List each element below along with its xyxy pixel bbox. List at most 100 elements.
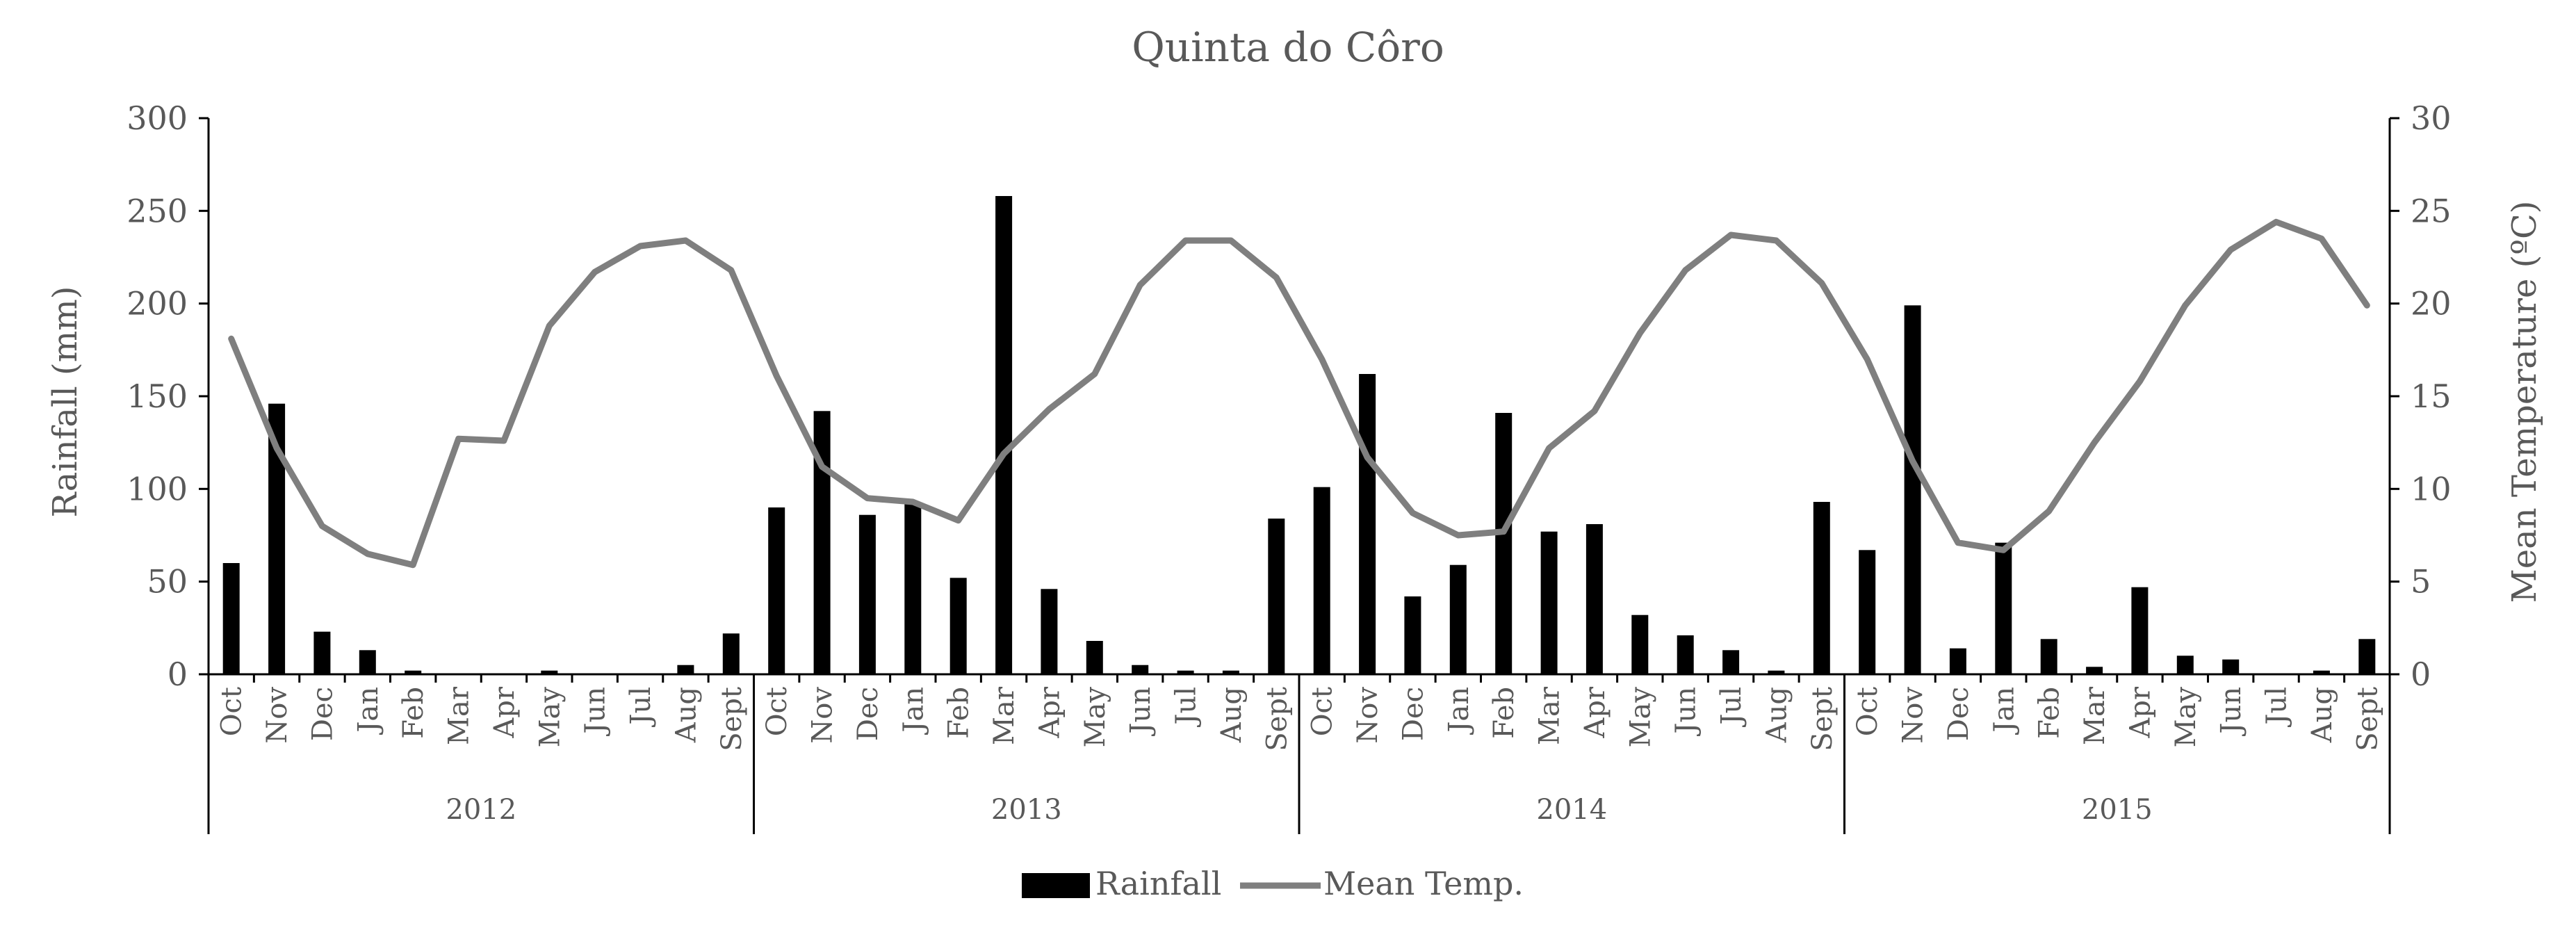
- rainfall-bar-2013-sept: [1268, 519, 1285, 674]
- x-month-label: Feb: [1488, 687, 1520, 739]
- rainfall-bar-2012-feb: [405, 670, 422, 674]
- rainfall-bar-2013-dec: [858, 514, 876, 674]
- x-month-label: Mar: [988, 686, 1020, 745]
- rainfall-bar-2014-dec: [1404, 596, 1421, 674]
- x-month-label: Apr: [489, 686, 521, 738]
- y-right-tick-label: 0: [2411, 656, 2431, 693]
- rainfall-bar-2014-mar: [1540, 531, 1558, 674]
- x-month-label: Oct: [1852, 687, 1884, 736]
- y-left-tick-label: 50: [147, 563, 188, 601]
- y-left-tick-label: 150: [127, 377, 188, 415]
- x-month-label: Apr: [2124, 686, 2156, 738]
- x-month-label: Oct: [1307, 687, 1339, 736]
- x-month-label: Aug: [1216, 687, 1248, 743]
- rainfall-bar-2013-mar: [995, 196, 1013, 674]
- rainfall-bar-2015-jan: [1995, 542, 2012, 674]
- rainfall-bar-2012-jan: [359, 650, 376, 674]
- rainfall-bars: [222, 196, 2376, 674]
- x-month-label: Apr: [1034, 686, 1066, 738]
- y-right-tick-label: 10: [2411, 470, 2452, 507]
- rainfall-bar-2015-jun: [2222, 659, 2240, 674]
- y-right-tick-label: 15: [2411, 377, 2452, 415]
- x-month-label: May: [1079, 687, 1111, 748]
- axes: [199, 117, 2399, 834]
- x-month-label: Sept: [2351, 687, 2383, 751]
- rainfall-bar-2014-sept: [1813, 502, 1830, 674]
- x-month-label: Mar: [443, 686, 475, 745]
- y-right-tick-label: 30: [2411, 99, 2452, 137]
- temperature-line-layer: [228, 218, 2370, 569]
- rainfall-bar-2013-jan: [904, 503, 922, 674]
- rainfall-bar-2015-feb: [2040, 639, 2057, 674]
- rainfall-bar-2015-nov: [1904, 305, 1921, 674]
- rainfall-bar-2015-sept: [2358, 639, 2376, 674]
- x-month-label: Dec: [1943, 687, 1975, 741]
- x-month-label: Oct: [216, 687, 248, 736]
- legend-rainfall-swatch: [1022, 873, 1090, 898]
- x-month-label: May: [2170, 687, 2202, 748]
- x-month-label: Jul: [1171, 687, 1203, 728]
- legend-mean-temp-label: Mean Temp.: [1323, 865, 1524, 902]
- x-month-label: Jun: [2215, 687, 2247, 737]
- x-month-label: Aug: [2306, 687, 2338, 743]
- rainfall-bar-2014-jan: [1449, 564, 1467, 674]
- x-month-label: Nov: [807, 687, 839, 744]
- legend-rainfall-label: Rainfall: [1095, 865, 1221, 902]
- x-month-label: Feb: [943, 687, 975, 739]
- mean-temperature-line: [228, 218, 2370, 569]
- x-month-label: Jan: [1443, 687, 1475, 735]
- rainfall-bar-2013-oct: [768, 507, 785, 674]
- x-month-label: Jul: [1715, 687, 1747, 728]
- rainfall-bar-2014-jun: [1677, 635, 1694, 674]
- y-axis-right-label: Mean Temperature (ºC): [2505, 201, 2544, 603]
- rainfall-bar-2012-sept: [722, 633, 740, 674]
- rainfall-bar-2013-aug: [1222, 670, 1239, 674]
- rainfall-bar-2015-mar: [2086, 667, 2103, 674]
- rainfall-bar-2013-apr: [1041, 589, 1058, 674]
- chart-title: Quinta do Côro: [1132, 24, 1444, 71]
- year-label-2012: 2012: [446, 794, 516, 826]
- rainfall-bar-2015-aug: [2313, 670, 2330, 674]
- x-month-label: Jun: [1670, 687, 1702, 737]
- rainfall-bar-2015-may: [2176, 656, 2194, 674]
- rainfall-bar-2014-feb: [1495, 413, 1513, 674]
- rainfall-bar-2015-dec: [1949, 648, 1966, 674]
- x-month-label: Sept: [1261, 687, 1293, 751]
- year-label-2013: 2013: [991, 794, 1062, 826]
- x-month-label: Nov: [1898, 687, 1930, 744]
- x-month-label: Dec: [1397, 687, 1429, 741]
- x-month-label: Dec: [852, 687, 884, 741]
- rainfall-bar-2013-feb: [949, 578, 967, 674]
- y-right-tick-label: 25: [2411, 192, 2452, 229]
- x-month-label: Oct: [761, 687, 793, 736]
- rainfall-bar-2014-may: [1631, 614, 1649, 674]
- rainfall-bar-2015-oct: [1859, 550, 1876, 674]
- x-month-label: Nov: [1352, 687, 1384, 744]
- rainfall-bar-2013-jul: [1177, 670, 1194, 674]
- x-month-label: Jan: [1988, 687, 2020, 735]
- y-left-tick-label: 100: [127, 470, 188, 507]
- y-left-tick-label: 200: [127, 285, 188, 323]
- y-left-tick-label: 300: [127, 99, 188, 137]
- x-month-label: Sept: [1807, 687, 1839, 751]
- x-month-label: Jan: [897, 687, 929, 735]
- x-month-label: Feb: [2034, 687, 2066, 739]
- rainfall-bar-2012-aug: [677, 665, 694, 674]
- x-month-label: Aug: [1761, 687, 1793, 743]
- x-month-label: Jun: [580, 687, 612, 737]
- x-month-label: Jul: [625, 687, 657, 728]
- x-month-label: Feb: [398, 687, 430, 739]
- rainfall-bar-2014-apr: [1585, 524, 1603, 674]
- rainfall-bar-2013-jun: [1132, 665, 1149, 674]
- rainfall-bar-2014-oct: [1313, 487, 1330, 674]
- x-month-label: Aug: [670, 687, 702, 743]
- x-month-label: Mar: [2079, 686, 2111, 745]
- legend: Rainfall Mean Temp.: [1022, 865, 1524, 902]
- rainfall-bar-2014-aug: [1768, 670, 1785, 674]
- y-right-tick-label: 5: [2411, 563, 2431, 601]
- x-month-label: Sept: [716, 687, 748, 751]
- x-month-label: Jun: [1125, 687, 1157, 737]
